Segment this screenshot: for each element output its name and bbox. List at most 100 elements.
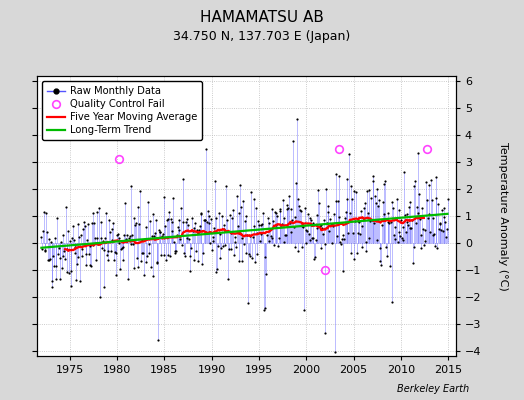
Point [158, 233, 166, 239]
Point [291, 244, 300, 250]
Point [380, 211, 389, 218]
Point [408, 217, 416, 223]
Point [377, 262, 386, 268]
Point [208, 247, 216, 253]
Point [315, 223, 324, 230]
Point [45, 257, 53, 263]
Point [432, 174, 441, 180]
Point [39, 228, 47, 234]
Point [304, 211, 312, 217]
Point [66, 238, 74, 244]
Point [57, 239, 66, 245]
Point [137, 258, 145, 264]
Point [346, 250, 355, 256]
Point [106, 247, 115, 254]
Point [428, 197, 436, 204]
Point [323, 209, 332, 215]
Point [280, 215, 289, 222]
Point [140, 236, 149, 242]
Point [214, 243, 222, 249]
Point [412, 220, 420, 227]
Point [180, 250, 188, 256]
Point [144, 199, 152, 206]
Point [329, 222, 337, 229]
Point [218, 213, 226, 220]
Point [342, 176, 351, 182]
Point [272, 210, 280, 217]
Point [167, 216, 175, 222]
Point [335, 172, 344, 179]
Point [348, 196, 356, 202]
Point [101, 235, 110, 241]
Point [351, 218, 359, 224]
Point [175, 217, 183, 223]
Point [74, 220, 83, 227]
Point [270, 242, 278, 248]
Point [234, 223, 242, 229]
Point [203, 218, 211, 225]
Point [192, 248, 200, 254]
Point [304, 231, 313, 238]
Point [143, 253, 151, 259]
Point [361, 200, 369, 206]
Point [368, 217, 376, 224]
Point [220, 222, 228, 228]
Point [274, 243, 282, 249]
Point [163, 252, 172, 259]
Point [61, 256, 69, 262]
Point [420, 242, 428, 248]
Point [188, 215, 196, 222]
Point [401, 229, 410, 236]
Point [403, 219, 411, 226]
Point [160, 194, 169, 200]
Point [434, 201, 442, 207]
Point [226, 246, 235, 252]
Point [404, 222, 412, 228]
Point [333, 233, 341, 240]
Point [60, 247, 69, 254]
Point [112, 272, 121, 278]
Point [226, 212, 234, 218]
Point [43, 257, 52, 263]
Legend: Raw Monthly Data, Quality Control Fail, Five Year Moving Average, Long-Term Tren: Raw Monthly Data, Quality Control Fail, … [42, 81, 202, 140]
Point [148, 233, 156, 240]
Point [374, 203, 383, 210]
Point [73, 260, 81, 267]
Point [373, 186, 381, 192]
Point [339, 232, 347, 239]
Point [281, 232, 289, 238]
Point [413, 210, 422, 216]
Point [360, 205, 368, 211]
Point [406, 225, 414, 232]
Point [85, 243, 94, 249]
Point [259, 210, 267, 216]
Point [267, 235, 276, 242]
Point [123, 232, 131, 238]
Point [48, 278, 57, 284]
Point [341, 214, 349, 221]
Point [279, 197, 287, 203]
Point [400, 169, 408, 176]
Point [260, 254, 269, 261]
Point [172, 248, 180, 254]
Point [178, 176, 187, 182]
Point [89, 210, 97, 216]
Point [212, 215, 221, 222]
Point [382, 244, 390, 250]
Point [126, 233, 134, 240]
Point [307, 217, 315, 223]
Point [251, 259, 259, 266]
Point [98, 244, 106, 251]
Point [220, 226, 228, 232]
Point [124, 276, 133, 282]
Point [246, 252, 255, 259]
Point [356, 230, 364, 237]
Point [320, 240, 329, 247]
Point [183, 215, 191, 222]
Point [41, 248, 50, 254]
Point [81, 222, 89, 229]
Point [145, 250, 153, 256]
Point [326, 222, 335, 228]
Point [295, 203, 303, 209]
Point [97, 235, 105, 241]
